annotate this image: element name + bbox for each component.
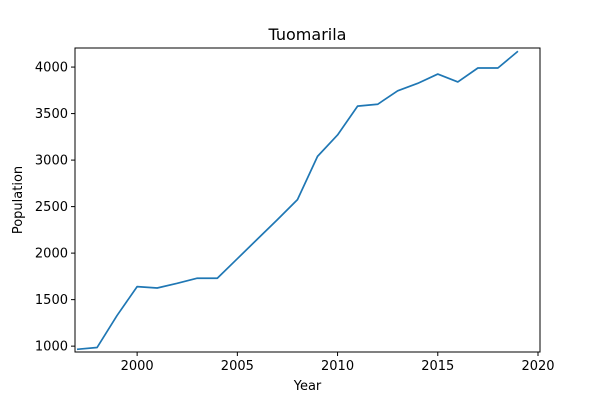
y-tick-label: 3000	[35, 154, 68, 169]
y-tick-label: 1000	[35, 340, 68, 355]
series-line	[76, 50, 519, 351]
x-axis-label: Year	[293, 379, 322, 394]
y-axis-label: Population	[11, 166, 26, 234]
y-tick-label: 3500	[35, 107, 68, 122]
chart-title: Tuomarila	[268, 25, 347, 44]
y-tick-label: 2500	[35, 200, 68, 215]
y-tick-label: 1500	[35, 293, 68, 308]
y-axis: 1000 1500 2000 2500 3000 3500 4000	[35, 61, 75, 355]
plot-frame	[74, 47, 541, 353]
x-tick-label: 2020	[521, 359, 554, 374]
x-tick-label: 2005	[221, 359, 254, 374]
y-tick-label: 4000	[35, 61, 68, 76]
series-layer	[76, 50, 519, 351]
x-axis: 2000 2005 2010 2015 2020	[121, 352, 555, 374]
x-tick-label: 2015	[421, 359, 454, 374]
x-tick-label: 2000	[121, 359, 154, 374]
x-tick-label: 2010	[321, 359, 354, 374]
y-tick-label: 2000	[35, 247, 68, 262]
